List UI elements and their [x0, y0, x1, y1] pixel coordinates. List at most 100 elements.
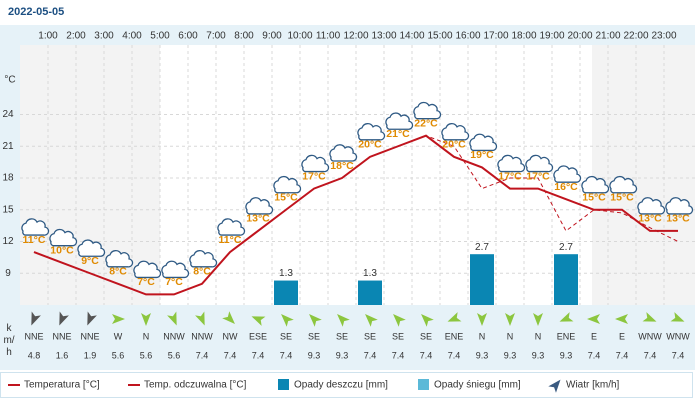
temperature-label: 9°C: [81, 255, 99, 267]
temperature-label: 20°C: [358, 139, 382, 151]
temperature-label: 7°C: [137, 276, 155, 288]
wind-direction: NNW: [163, 331, 185, 341]
wind-arrow: [615, 314, 628, 324]
weather-icon: [217, 218, 246, 236]
legend-swatch: [418, 379, 429, 390]
precip-label: 2.7: [475, 242, 489, 253]
wind-speed: 9.3: [308, 350, 321, 360]
weather-icon: [189, 250, 218, 268]
y-tick-label: 15: [2, 204, 14, 215]
y-tick-label: 9: [5, 268, 11, 279]
precip-label: 1.3: [363, 268, 377, 279]
wind-direction: WNW: [666, 331, 690, 341]
x-tick-label: 13:00: [371, 31, 396, 42]
wind-arrow: [31, 311, 41, 326]
temperature-label: 8°C: [109, 266, 127, 278]
wind-speed: 9.3: [504, 350, 517, 360]
wind-direction: NNE: [80, 331, 99, 341]
wind-unit: km/h: [3, 323, 15, 358]
wind-direction: ESE: [249, 331, 267, 341]
wind-direction: SE: [280, 331, 292, 341]
weather-icon: [637, 197, 666, 215]
wind-arrow: [505, 313, 515, 326]
weather-icon: [105, 250, 134, 268]
x-tick-label: 6:00: [178, 31, 198, 42]
temperature-label: 15°C: [274, 192, 298, 204]
wind-direction: WNW: [638, 331, 662, 341]
wind-arrow: [167, 311, 177, 326]
wind-direction: ENE: [445, 331, 464, 341]
x-tick-label: 8:00: [234, 31, 254, 42]
temperature-label: 17°C: [526, 170, 550, 182]
wind-arrow: [222, 311, 235, 324]
wind-speed: 5.6: [112, 350, 125, 360]
wind-speed: 9.3: [560, 350, 573, 360]
weather-icon: [301, 154, 330, 173]
wind-arrow: [477, 313, 487, 326]
wind-arrow: [251, 316, 266, 326]
wind-arrow: [587, 314, 600, 324]
wind-direction: ENE: [557, 331, 576, 341]
temperature-label: 20°C: [442, 139, 466, 151]
weather-icon: [609, 175, 638, 194]
legend-label: Opady śniegu [mm]: [434, 380, 521, 391]
wind-arrow: [112, 314, 125, 324]
y-tick-label: 12: [2, 236, 14, 247]
y-tick-label: 21: [2, 141, 14, 152]
x-tick-label: 16:00: [455, 31, 480, 42]
wind-direction: SE: [392, 331, 404, 341]
wind-speed: 7.4: [364, 350, 377, 360]
weather-icon: [665, 197, 694, 215]
temperature-label: 13°C: [638, 213, 662, 225]
wind-direction: NW: [223, 331, 238, 341]
wind-direction: SE: [336, 331, 348, 341]
wind-direction: N: [507, 331, 514, 341]
x-tick-label: 7:00: [206, 31, 226, 42]
weather-icon: [77, 239, 106, 257]
x-tick-label: 9:00: [262, 31, 282, 42]
x-tick-label: 14:00: [399, 31, 424, 42]
precip-bar: [358, 280, 382, 305]
legend-swatch: [278, 379, 289, 390]
wind-direction: SE: [420, 331, 432, 341]
y-axis-label: °C: [4, 75, 15, 86]
wind-arrow: [87, 311, 97, 326]
x-tick-label: 23:00: [651, 31, 676, 42]
wind-arrow: [421, 314, 434, 327]
night-shade: [592, 45, 695, 305]
night-shade: [20, 45, 160, 305]
wind-arrow: [195, 311, 205, 326]
wind-arrow: [309, 314, 322, 327]
wind-speed: 7.4: [588, 350, 601, 360]
wind-direction: N: [143, 331, 150, 341]
weather-icon: [413, 101, 442, 120]
wind-speed: 7.4: [280, 350, 293, 360]
wind-speed: 7.4: [196, 350, 209, 360]
weather-icon: [553, 165, 582, 183]
wind-speed: 7.4: [616, 350, 629, 360]
legend-box: [0, 372, 693, 398]
wind-arrow: [337, 314, 350, 327]
wind-speed: 1.9: [84, 350, 97, 360]
wind-arrow: [670, 312, 685, 322]
x-tick-label: 11:00: [316, 31, 341, 42]
x-tick-label: 22:00: [623, 31, 648, 42]
legend-label: Opady deszczu [mm]: [294, 380, 388, 391]
weather-icon: [357, 123, 386, 141]
temperature-label: 10°C: [50, 244, 74, 256]
legend-label: Wiatr [km/h]: [566, 380, 620, 391]
wind-speed: 9.3: [336, 350, 349, 360]
wind-speed: 9.3: [476, 350, 489, 360]
wind-arrow: [141, 313, 151, 326]
wind-direction: NNE: [24, 331, 43, 341]
wind-arrow: [281, 314, 294, 327]
temperature-label: 22°C: [414, 117, 438, 129]
wind-speed: 1.6: [56, 350, 69, 360]
wind-speed: 4.8: [28, 350, 41, 360]
x-tick-label: 10:00: [287, 31, 312, 42]
chart-title: 2022-05-05: [8, 6, 64, 18]
weather-icon: [525, 154, 554, 173]
legend-label: Temp. odczuwalna [°C]: [144, 380, 247, 391]
